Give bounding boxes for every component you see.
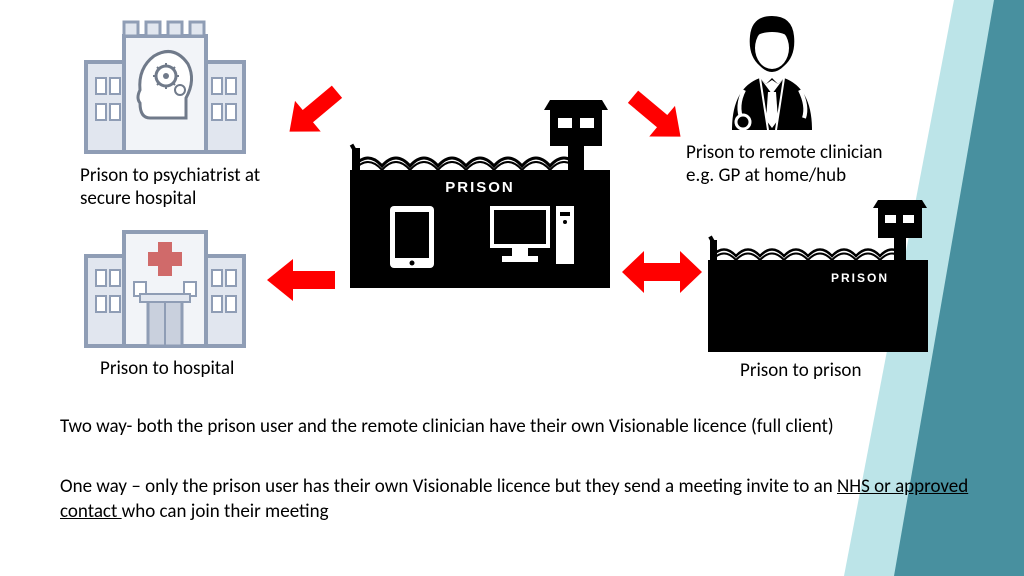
one-way-post: who can join their meeting xyxy=(122,500,329,523)
one-way-pre: One way – only the prison user has their… xyxy=(60,475,837,498)
prison-main-icon: PRISON xyxy=(340,100,620,290)
prison-word-small: PRISON xyxy=(831,271,889,285)
remote-clinician-label: Prison to remote clinician e.g. GP at ho… xyxy=(686,142,946,188)
arrow-left-icon xyxy=(265,255,337,305)
two-way-text: Two way- both the prison user and the re… xyxy=(60,415,950,440)
doctor-icon xyxy=(712,10,832,135)
remote-line2: e.g. GP at home/hub xyxy=(686,164,846,187)
prison-small-icon: PRISON xyxy=(700,200,935,355)
arrow-double-icon xyxy=(620,245,704,299)
secure-hospital-icon xyxy=(80,8,250,158)
arrow-up-right-icon xyxy=(620,80,692,152)
prison-to-prison-label: Prison to prison xyxy=(740,360,940,383)
psychiatrist-label: Prison to psychiatrist at secure hospita… xyxy=(80,165,310,211)
hospital-icon xyxy=(80,220,250,350)
arrow-up-left-icon xyxy=(278,75,350,147)
one-way-text: One way – only the prison user has their… xyxy=(60,475,970,524)
remote-line1: Prison to remote clinician xyxy=(686,141,883,164)
prison-word-main: PRISON xyxy=(445,179,515,196)
hospital-label: Prison to hospital xyxy=(100,358,300,381)
